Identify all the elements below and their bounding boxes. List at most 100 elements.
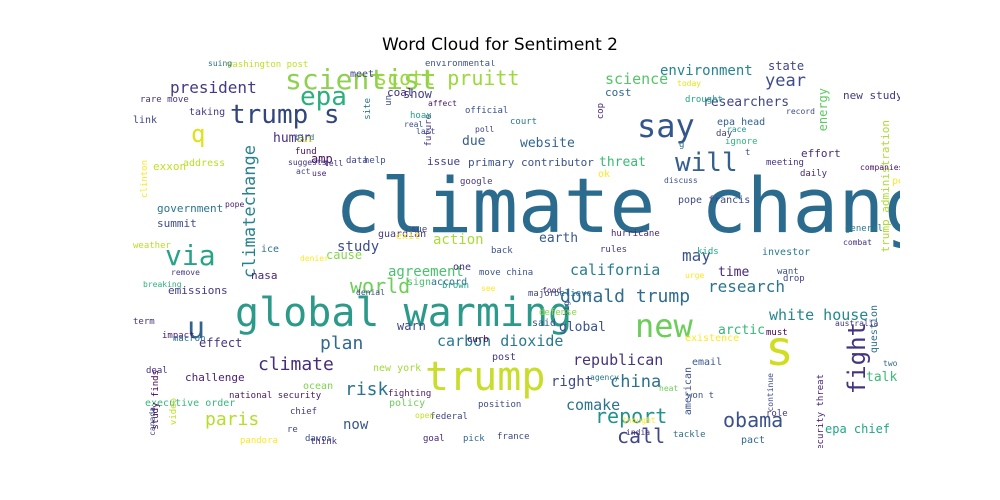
word-heat: heat: [659, 384, 679, 393]
word-call: call: [617, 424, 666, 448]
word-comake: comake: [566, 396, 621, 414]
word-cost: cost: [605, 86, 632, 99]
word-macron: macron: [173, 334, 206, 344]
word-global-warming: global warming: [235, 290, 573, 336]
word-last: last: [416, 127, 436, 136]
word-action: action: [433, 232, 484, 248]
word-donald-trump: donald trump: [560, 286, 691, 307]
word-due: due: [462, 134, 486, 149]
word-help: help: [364, 156, 386, 166]
word-suing: suing: [208, 60, 233, 68]
word-google: google: [460, 177, 493, 187]
word-exit: exit: [396, 231, 421, 242]
word-study: study: [337, 239, 380, 255]
word-kids: kids: [697, 247, 719, 257]
word-coal: coal: [387, 86, 414, 99]
word-use: use: [312, 169, 327, 178]
word-real: real: [404, 120, 424, 129]
word-general: general: [845, 224, 883, 234]
word-white-house: white house: [769, 306, 869, 324]
word-summit: summit: [157, 217, 197, 230]
word-denial: denial: [356, 288, 385, 297]
word-website: website: [520, 136, 575, 151]
word-may: may: [682, 246, 711, 265]
word-ok: ok: [598, 169, 611, 180]
word-weather: weather: [133, 241, 171, 251]
word-goal: goal: [423, 434, 445, 444]
word-obama: obama: [723, 408, 784, 432]
word-today: today: [677, 79, 702, 88]
word-climatechange: climatechange: [240, 145, 260, 279]
word-record: record: [786, 107, 815, 116]
word-policy: policy: [389, 398, 426, 409]
word-rare-move: rare move: [140, 95, 189, 105]
word-right: right: [551, 374, 594, 390]
word-threat: threat: [599, 155, 646, 170]
word-canada: canada: [148, 407, 157, 436]
word-affect: affect: [428, 99, 457, 108]
word-scientist: scientist: [285, 63, 437, 96]
word-denier: denier: [300, 254, 329, 263]
word-environmental: environmental: [425, 60, 496, 69]
word-year-ago: year ago: [125, 60, 130, 61]
word-report: report: [595, 404, 668, 428]
word-federal: federal: [430, 412, 468, 422]
word-via: via: [165, 239, 216, 272]
word-address: address: [183, 158, 226, 169]
word-existence: existence: [685, 333, 740, 344]
word-world: world: [350, 274, 411, 298]
word-ignore: ignore: [725, 137, 758, 147]
word-won-t: won t: [687, 391, 715, 401]
word-talk: talk: [866, 370, 898, 385]
word-will: will: [675, 148, 738, 178]
word-ice: ice: [261, 244, 280, 255]
word-chief: chief: [290, 407, 318, 417]
word-cause: cause: [326, 248, 363, 262]
word-epa: epa: [300, 82, 347, 112]
word-executive-order: executive order: [145, 398, 236, 409]
word-clinton: clinton: [140, 160, 150, 198]
chart-title: Word Cloud for Sentiment 2: [382, 35, 618, 55]
word-sue: sue: [411, 225, 428, 235]
word-global: global: [559, 320, 606, 335]
word-day: day: [716, 129, 733, 139]
word-brown: brown: [442, 281, 470, 291]
word-email: email: [692, 357, 723, 368]
word-two: two: [883, 359, 898, 368]
word-people: people: [892, 176, 900, 187]
word-effort: effort: [801, 147, 841, 160]
word-challenge: challenge: [185, 371, 245, 384]
word-breaking: breaking: [143, 280, 182, 289]
word-national-security: national security: [229, 391, 322, 401]
word-move-china: move china: [479, 268, 534, 278]
word-deal: deal: [146, 366, 168, 376]
word-new-york: new york: [373, 363, 422, 374]
word-cut: cut: [297, 135, 314, 145]
word-cloud: climate change global warming trump trump s…: [125, 60, 900, 448]
word-suggests: suggests: [288, 158, 327, 167]
word-poll: poll: [475, 125, 495, 134]
word-researchers: researchers: [703, 95, 790, 110]
word-time: time: [718, 265, 750, 280]
word-republican: republican: [573, 351, 664, 369]
word-now: now: [343, 417, 369, 433]
word-post: post: [492, 352, 517, 363]
word-france: france: [497, 432, 530, 442]
word-risk: risk: [345, 379, 389, 400]
word-impact: impact: [162, 331, 195, 341]
word-trump-s: trump s: [230, 100, 340, 130]
word-human: human: [273, 131, 313, 146]
word-want: want: [777, 267, 799, 277]
word-government: government: [157, 202, 224, 215]
word-race: race: [727, 125, 747, 134]
word-see: see: [481, 284, 496, 293]
word-australia: australia: [835, 319, 879, 328]
word-act: act: [296, 167, 311, 176]
word-must: must: [766, 328, 788, 338]
word-president: president: [170, 78, 257, 97]
word-video: video: [169, 398, 179, 426]
word-one: one: [453, 262, 472, 273]
word-new: new: [635, 307, 693, 345]
word-pandora: pandora: [240, 436, 278, 446]
word-pick: pick: [463, 434, 485, 444]
